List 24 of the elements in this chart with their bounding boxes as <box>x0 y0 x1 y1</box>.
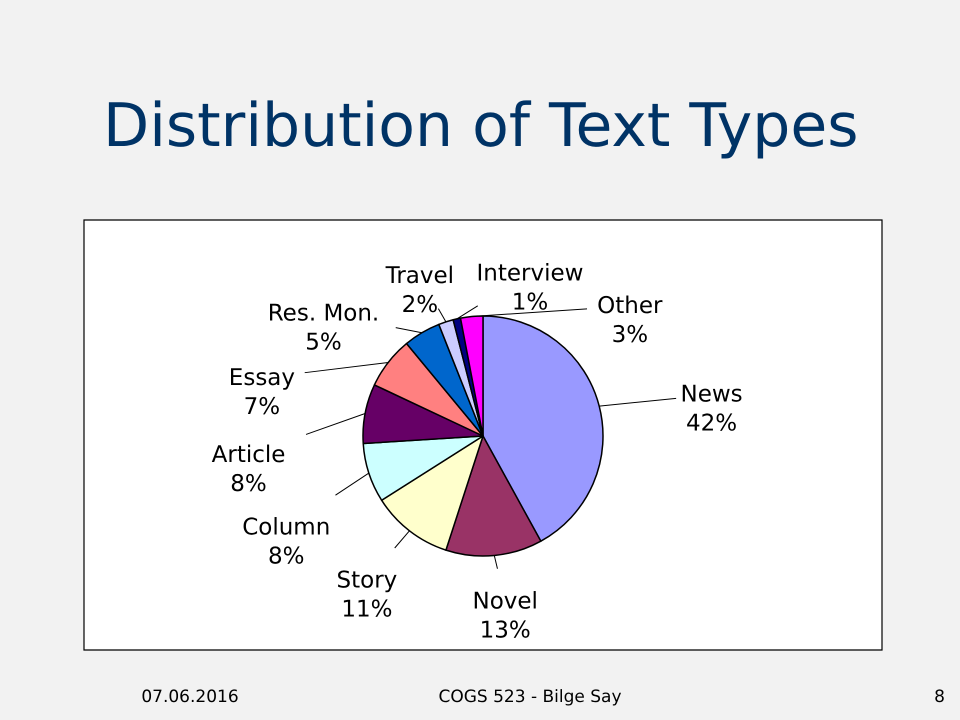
slice-label: News <box>680 382 743 408</box>
slice-label: Res. Mon. <box>268 300 380 327</box>
data-label: 11% <box>341 596 392 623</box>
text: COGS 523 - Bilge Say <box>438 687 622 707</box>
data-label: 42% <box>686 410 738 437</box>
slice-label: Article <box>212 442 286 468</box>
data-label: 3% <box>612 322 648 348</box>
data-label: 7% <box>244 394 280 420</box>
slice-label: Interview <box>476 260 584 286</box>
slice-label: Novel <box>472 588 538 614</box>
data-label: 2% <box>402 292 438 318</box>
slice-label: Travel <box>384 263 454 290</box>
data-label: 8% <box>230 470 267 497</box>
data-label: 8% <box>268 544 305 570</box>
slice-label: Other <box>597 293 664 320</box>
data-label: 13% <box>480 617 531 644</box>
slice-label: Column <box>242 514 330 541</box>
chart-title: Distribution of Text Types <box>103 91 859 161</box>
slice-label: Essay <box>228 364 296 391</box>
data-label: 1% <box>512 289 548 316</box>
data-label: 5% <box>305 330 342 356</box>
slice-label: Story <box>336 568 398 594</box>
text: 07.06.2016 <box>141 687 239 707</box>
text: 8 <box>934 687 945 707</box>
